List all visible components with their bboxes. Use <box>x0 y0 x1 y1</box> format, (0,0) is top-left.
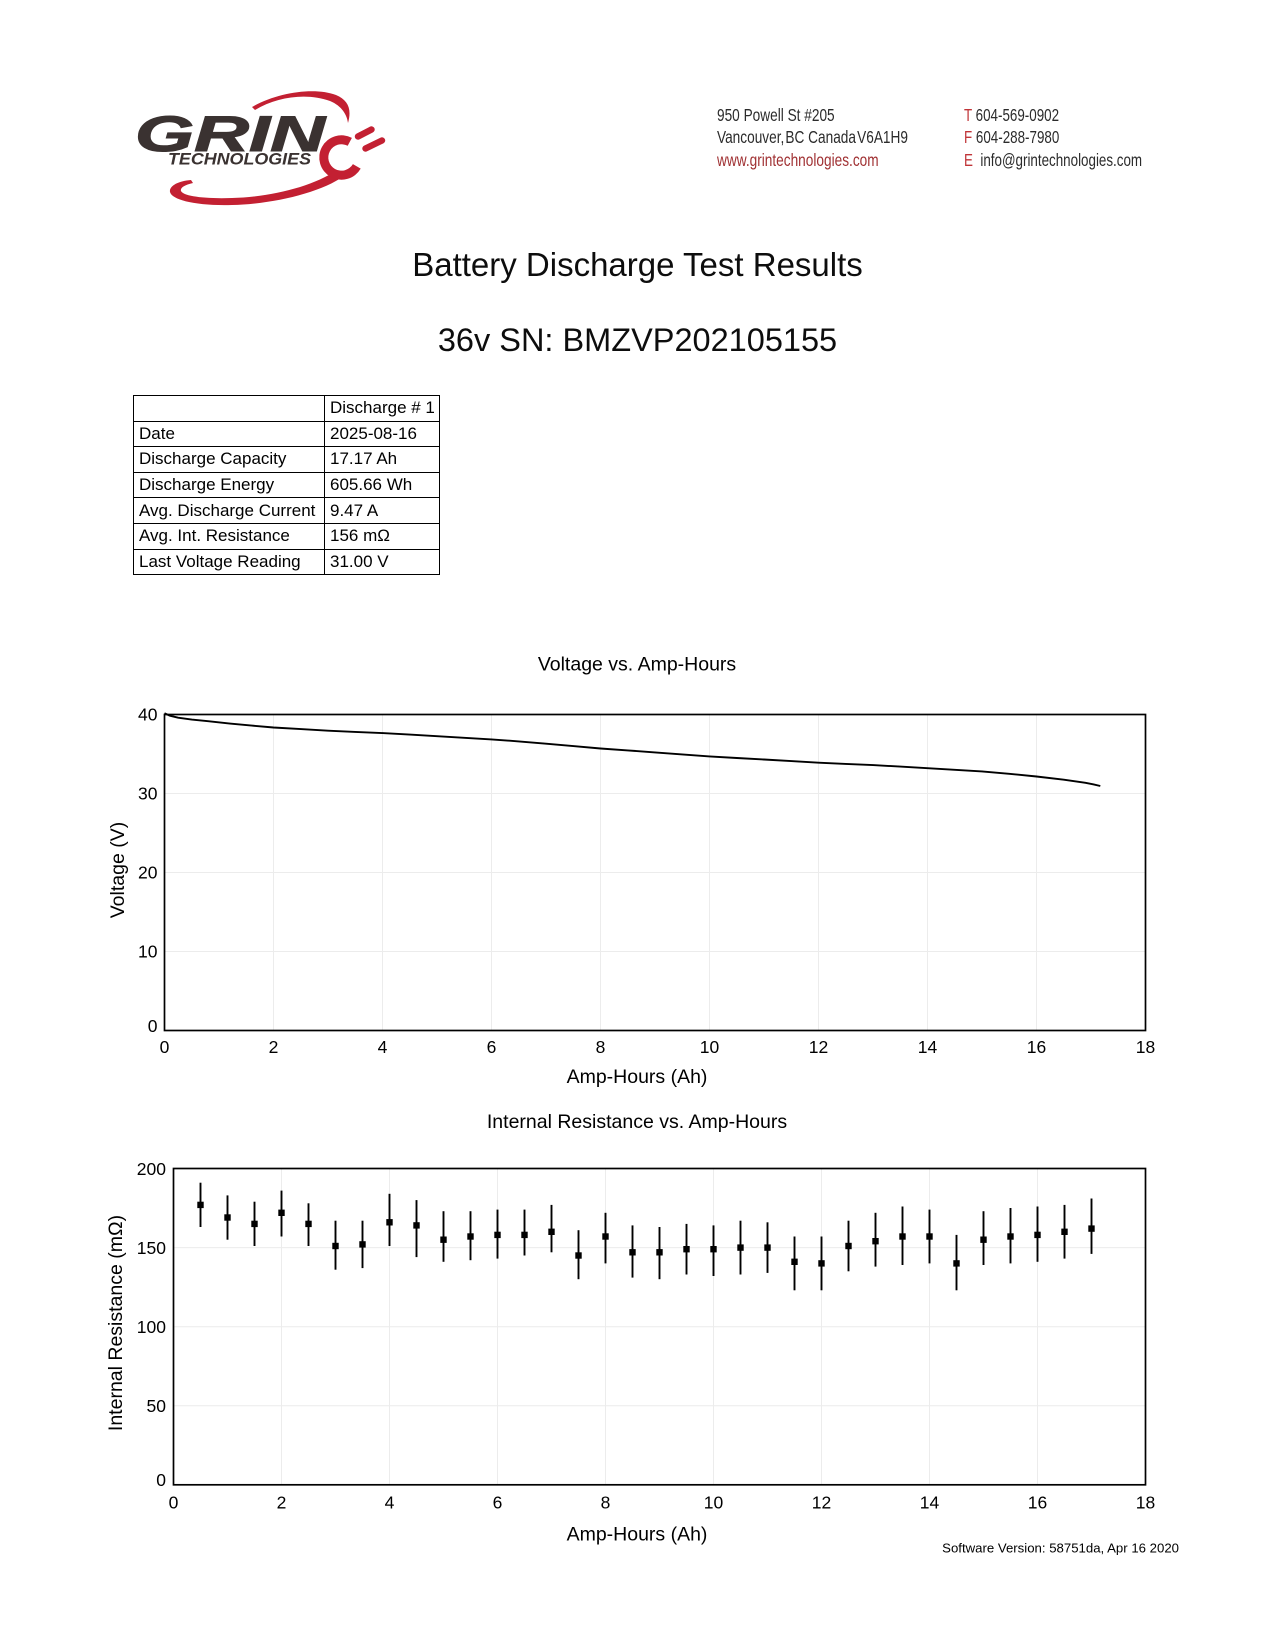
svg-text:10: 10 <box>704 1493 724 1513</box>
svg-text:18: 18 <box>1136 1037 1155 1057</box>
svg-text:2: 2 <box>269 1037 279 1057</box>
svg-text:TECHNOLOGIES: TECHNOLOGIES <box>168 151 311 169</box>
svg-text:6: 6 <box>493 1493 503 1513</box>
svg-text:50: 50 <box>147 1396 167 1416</box>
svg-text:200: 200 <box>137 1159 166 1179</box>
svg-text:14: 14 <box>920 1493 940 1513</box>
svg-text:Software Version: 58751da, Apr: Software Version: 58751da, Apr 16 2020 <box>942 1541 1179 1556</box>
svg-text:16: 16 <box>1027 1037 1046 1057</box>
svg-text:12: 12 <box>812 1493 831 1513</box>
svg-text:0: 0 <box>169 1493 179 1513</box>
svg-text:12: 12 <box>809 1037 828 1057</box>
svg-text:14: 14 <box>918 1037 938 1057</box>
svg-text:0: 0 <box>148 1016 158 1036</box>
svg-text:Internal Resistance (mΩ): Internal Resistance (mΩ) <box>105 1215 127 1431</box>
svg-text:40: 40 <box>138 705 158 725</box>
svg-text:30: 30 <box>138 784 158 804</box>
svg-text:2: 2 <box>277 1493 287 1513</box>
svg-text:GRIN: GRIN <box>135 106 326 162</box>
svg-text:10: 10 <box>138 942 158 962</box>
svg-text:Voltage (V): Voltage (V) <box>107 822 129 918</box>
svg-text:6: 6 <box>487 1037 497 1057</box>
svg-text:8: 8 <box>596 1037 606 1057</box>
svg-text:18: 18 <box>1136 1493 1155 1513</box>
svg-text:Amp-Hours (Ah): Amp-Hours (Ah) <box>567 1066 708 1088</box>
svg-text:0: 0 <box>160 1037 170 1057</box>
svg-text:100: 100 <box>137 1317 166 1337</box>
svg-text:4: 4 <box>385 1493 395 1513</box>
svg-text:20: 20 <box>138 863 158 883</box>
svg-text:150: 150 <box>137 1238 166 1258</box>
svg-text:Amp-Hours (Ah): Amp-Hours (Ah) <box>567 1524 708 1546</box>
svg-text:16: 16 <box>1028 1493 1047 1513</box>
svg-text:4: 4 <box>378 1037 388 1057</box>
svg-text:0: 0 <box>156 1470 166 1490</box>
svg-text:10: 10 <box>700 1037 720 1057</box>
svg-text:Voltage vs. Amp-Hours: Voltage vs. Amp-Hours <box>538 654 737 676</box>
svg-text:8: 8 <box>601 1493 611 1513</box>
svg-text:Internal Resistance vs. Amp-Ho: Internal Resistance vs. Amp-Hours <box>487 1111 787 1133</box>
